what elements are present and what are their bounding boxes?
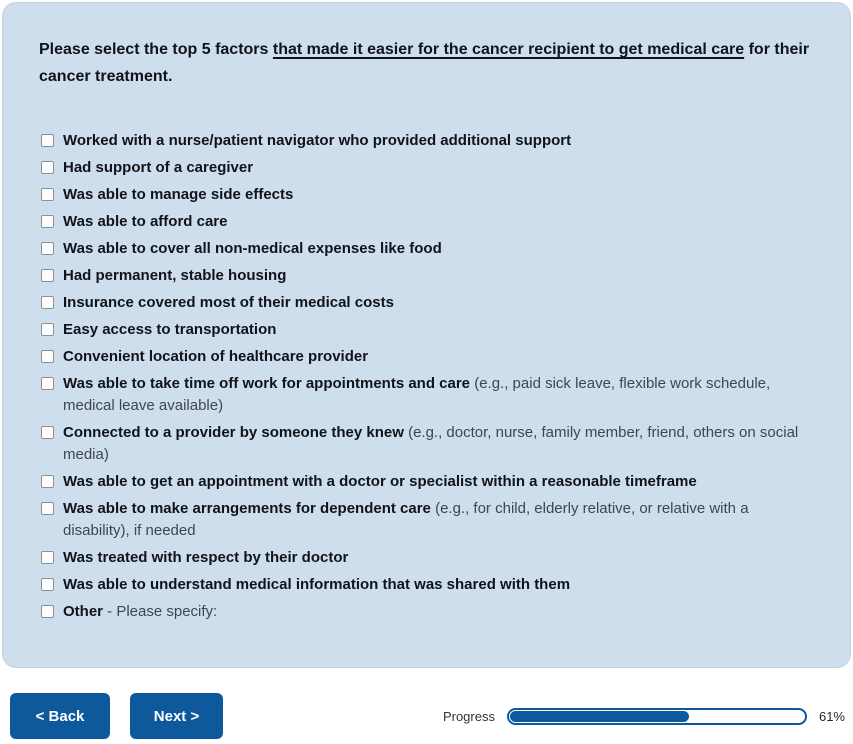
checkbox[interactable] [41, 134, 54, 147]
option-label: Other [63, 603, 104, 620]
option-label: Was able to get an appointment with a do… [63, 473, 697, 490]
checkbox[interactable] [41, 242, 54, 255]
checkbox-option[interactable]: Was treated with respect by their doctor [39, 547, 810, 569]
checkbox-other[interactable] [41, 605, 54, 618]
next-button[interactable]: Next > [130, 693, 223, 739]
checkbox[interactable] [41, 323, 54, 336]
checkbox[interactable] [41, 296, 54, 309]
option-label: Was able to cover all non-medical expens… [63, 240, 442, 257]
progress-percent: 61% [818, 708, 845, 724]
checkbox-option[interactable]: Connected to a provider by someone they … [39, 422, 810, 466]
option-label: Convenient location of healthcare provid… [63, 348, 369, 365]
checkbox-option[interactable]: Had permanent, stable housing [39, 265, 810, 287]
checkbox[interactable] [41, 377, 54, 390]
checkbox[interactable] [41, 161, 54, 174]
option-label: Connected to a provider by someone they … [63, 424, 404, 441]
question-title: Please select the top 5 factors that mad… [39, 36, 810, 90]
option-label: Was able to take time off work for appoi… [63, 375, 471, 392]
checkbox[interactable] [41, 269, 54, 282]
option-label: Was able to manage side effects [63, 186, 294, 203]
question-card: Please select the top 5 factors that mad… [2, 2, 851, 668]
option-note: - Please specify: [103, 603, 218, 620]
factor-option-list: Worked with a nurse/patient navigator wh… [39, 130, 810, 623]
checkbox-option[interactable]: Other - Please specify: [39, 601, 810, 623]
checkbox-option[interactable]: Was able to get an appointment with a do… [39, 471, 810, 493]
checkbox-option[interactable]: Was able to make arrangements for depend… [39, 498, 810, 542]
checkbox-option[interactable]: Convenient location of healthcare provid… [39, 346, 810, 368]
checkbox-option[interactable]: Was able to cover all non-medical expens… [39, 238, 810, 260]
checkbox[interactable] [41, 426, 54, 439]
option-label: Insurance covered most of their medical … [63, 294, 394, 311]
checkbox-option[interactable]: Worked with a nurse/patient navigator wh… [39, 130, 810, 152]
option-label: Was treated with respect by their doctor [63, 549, 349, 566]
question-title-underlined: that made it easier for the cancer recip… [272, 41, 745, 58]
option-label: Easy access to transportation [63, 321, 277, 338]
checkbox[interactable] [41, 578, 54, 591]
progress-label: Progress [442, 708, 495, 724]
option-label: Worked with a nurse/patient navigator wh… [63, 132, 572, 149]
checkbox-option[interactable]: Easy access to transportation [39, 319, 810, 341]
option-note: (e.g., paid sick leave, flexible work sc… [63, 375, 771, 414]
checkbox[interactable] [41, 475, 54, 488]
checkbox[interactable] [41, 350, 54, 363]
nav-buttons: < Back Next > [10, 693, 223, 739]
option-label: Was able to make arrangements for depend… [63, 500, 431, 517]
checkbox[interactable] [41, 551, 54, 564]
footer-bar: < Back Next > Progress 61% [10, 693, 845, 739]
option-label: Had permanent, stable housing [63, 267, 287, 284]
option-label: Was able to understand medical informati… [63, 576, 571, 593]
option-note: (e.g., doctor, nurse, family member, fri… [63, 424, 799, 463]
checkbox[interactable] [41, 188, 54, 201]
checkbox[interactable] [41, 502, 54, 515]
option-note: (e.g., for child, elderly relative, or r… [63, 500, 749, 539]
progress-bar [506, 707, 807, 725]
checkbox[interactable] [41, 215, 54, 228]
checkbox-option[interactable]: Was able to take time off work for appoi… [39, 373, 810, 417]
checkbox-option[interactable]: Had support of a caregiver [39, 157, 810, 179]
checkbox-option[interactable]: Insurance covered most of their medical … [39, 292, 810, 314]
checkbox-option[interactable]: Was able to afford care [39, 211, 810, 233]
option-label: Had support of a caregiver [63, 159, 254, 176]
back-button[interactable]: < Back [10, 693, 110, 739]
option-label: Was able to afford care [63, 213, 228, 230]
checkbox-option[interactable]: Was able to manage side effects [39, 184, 810, 206]
question-title-prefix: Please select the top 5 factors [39, 41, 273, 58]
question-title-suffix: for their cancer treatment. [39, 41, 810, 85]
progress-group: Progress 61% [442, 707, 845, 725]
checkbox-option[interactable]: Was able to understand medical informati… [39, 574, 810, 596]
progress-fill [509, 710, 690, 722]
